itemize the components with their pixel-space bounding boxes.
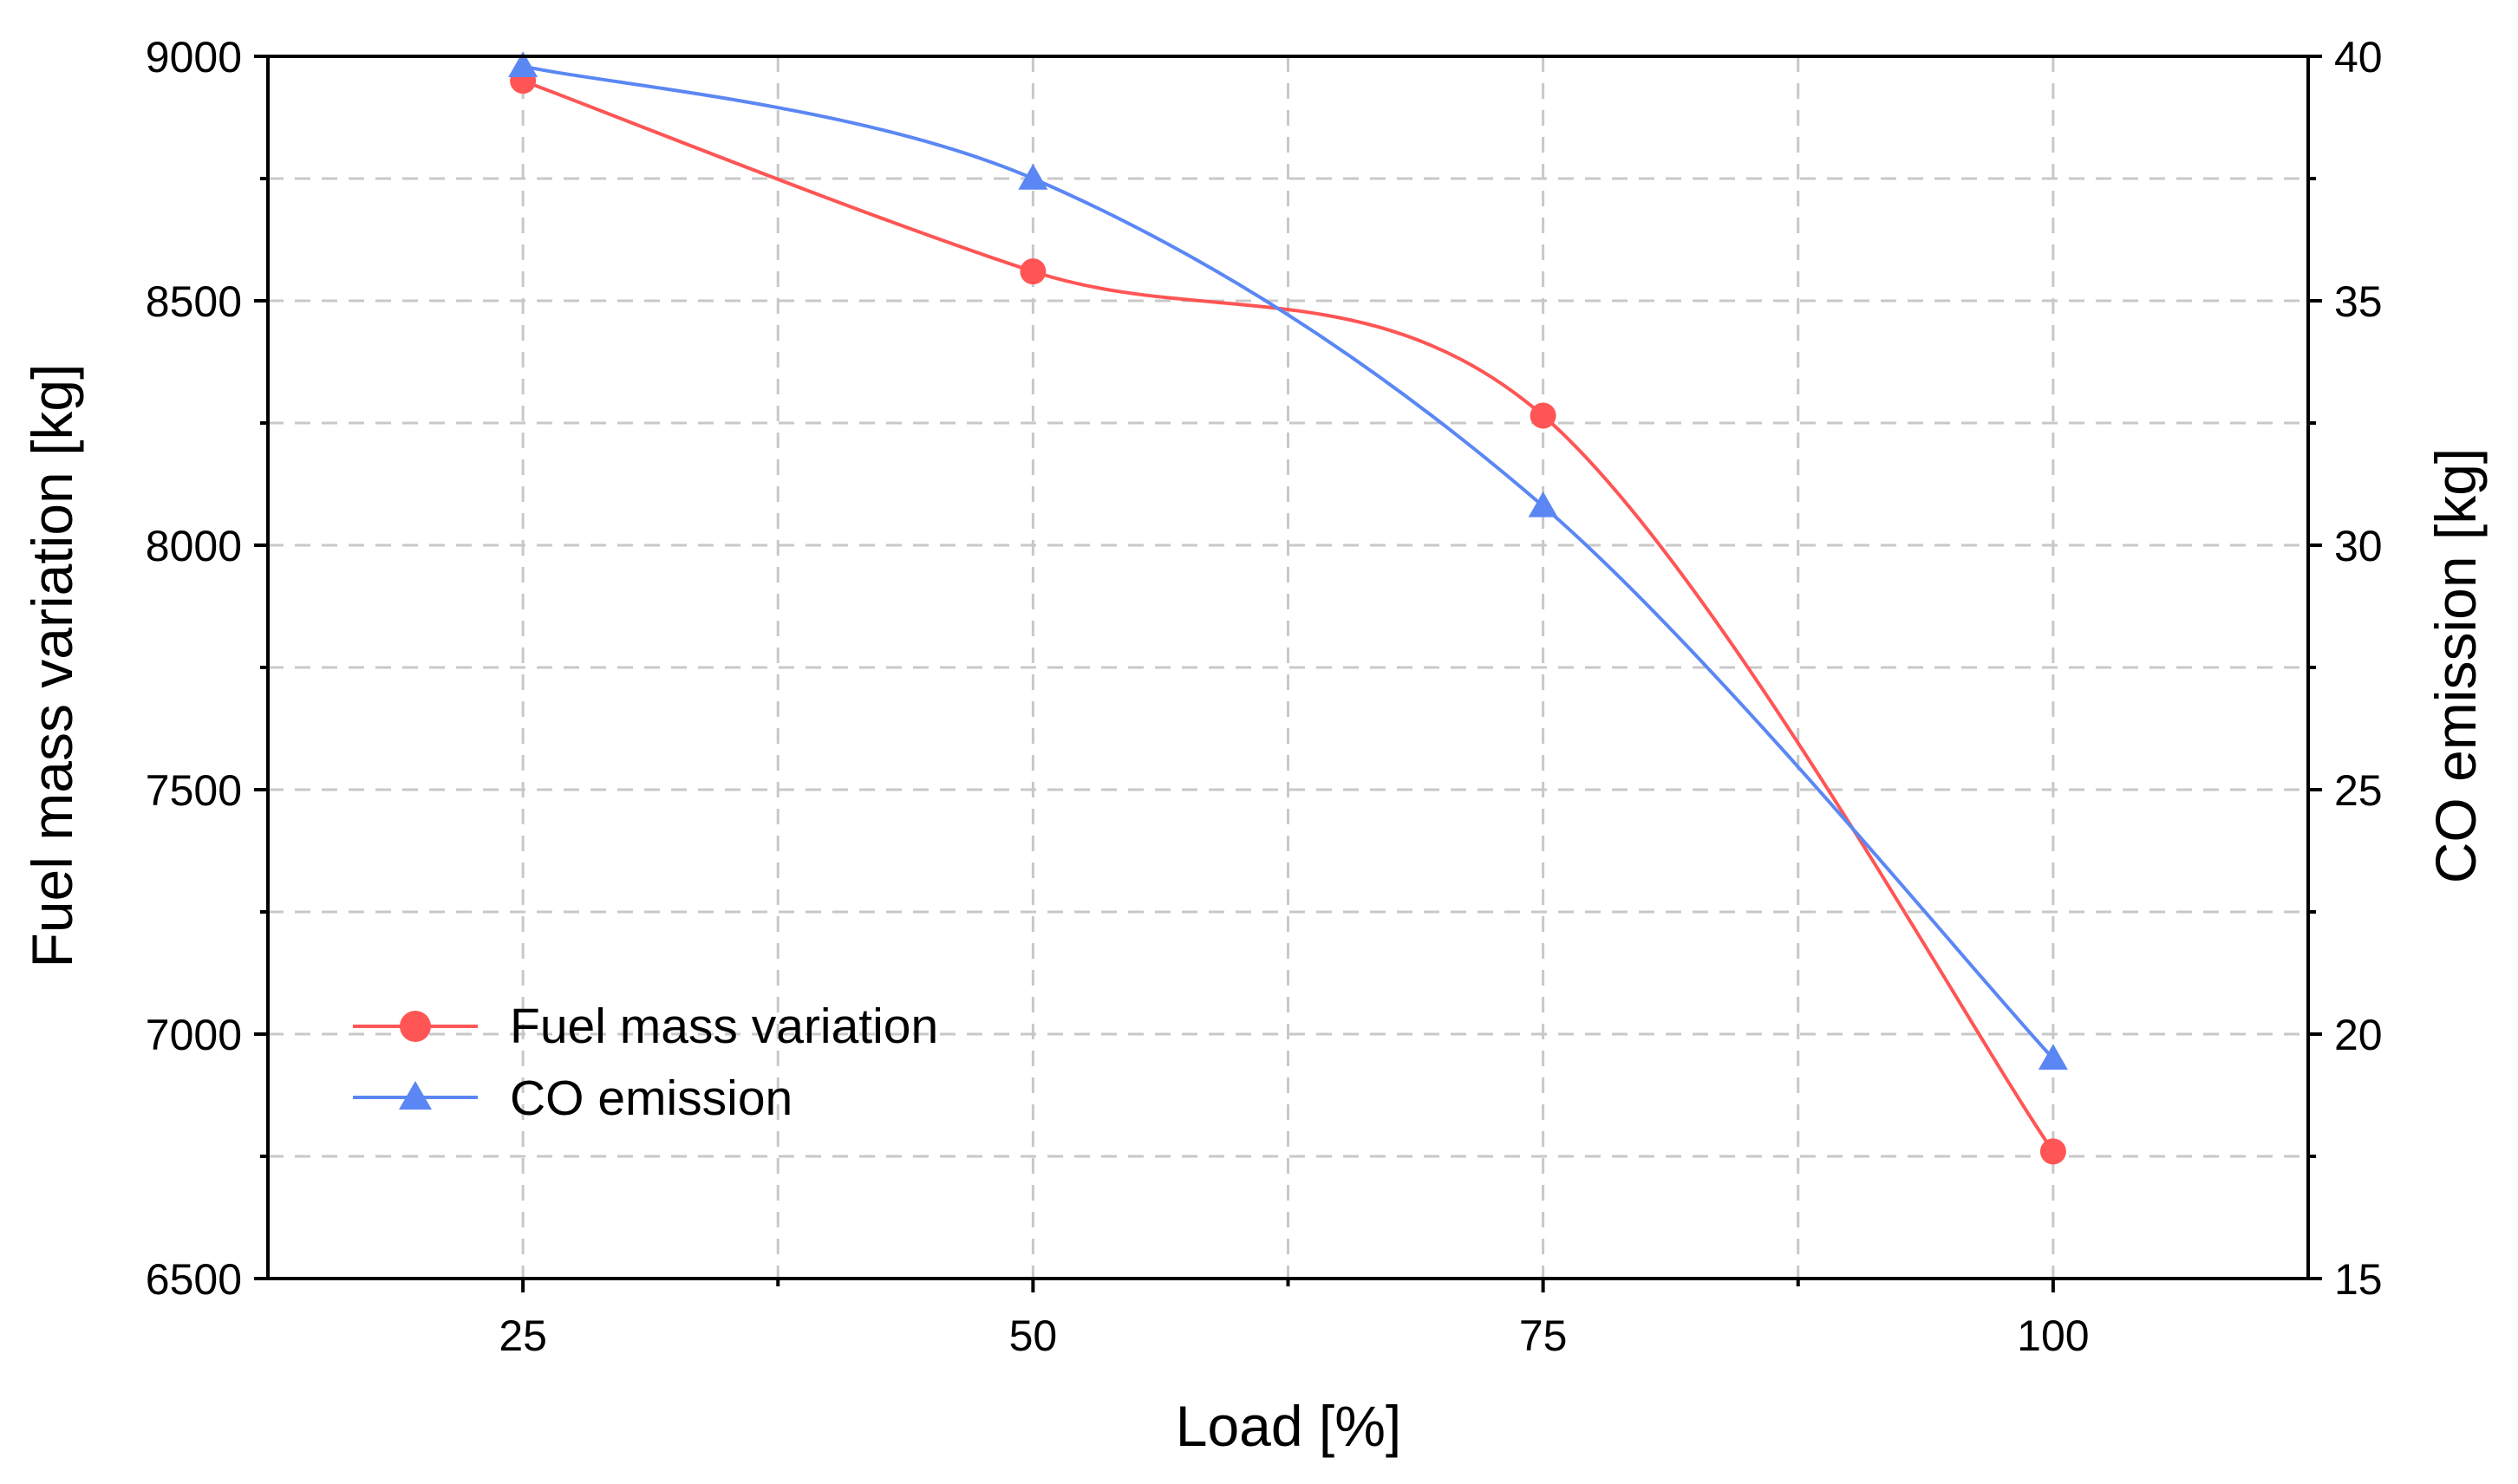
y-left-tick-label: 8000 <box>146 522 242 570</box>
y-left-axis-title: Fuel mass variation [kg] <box>20 364 84 968</box>
data-point-co-emission <box>1528 491 1558 517</box>
y-left-tick-label: 9000 <box>146 33 242 81</box>
y-left-tick-label: 8500 <box>146 277 242 326</box>
data-point-fuel-mass-variation <box>1530 402 1556 429</box>
x-tick-label: 100 <box>2017 1312 2089 1360</box>
y-right-tick-label: 40 <box>2334 33 2383 81</box>
y-right-tick-label: 15 <box>2334 1255 2383 1304</box>
y-left-tick-label: 7500 <box>146 766 242 815</box>
data-point-co-emission <box>1018 164 1048 190</box>
data-point-co-emission <box>508 51 538 78</box>
y-right-axis-title: CO emission [kg] <box>2423 448 2488 883</box>
series-line-co-emission <box>522 64 2055 1060</box>
tick-layer <box>254 55 2322 1292</box>
series-line-fuel-mass-variation <box>522 79 2055 1153</box>
legend-marker-co <box>399 1081 432 1110</box>
y-right-tick-label: 30 <box>2334 522 2383 570</box>
data-point-fuel-mass-variation <box>2039 1138 2066 1165</box>
y-right-tick-label: 35 <box>2334 277 2383 326</box>
y-right-tick-label: 25 <box>2334 766 2383 815</box>
x-axis-title: Load [%] <box>1176 1394 1402 1458</box>
y-right-tick-label: 20 <box>2334 1011 2383 1059</box>
x-tick-label: 75 <box>1519 1312 1568 1360</box>
legend: Fuel mass variation CO emission <box>353 999 938 1126</box>
label-layer: 25 50 75 100 6500 7000 7500 8000 8500 9000 15 20 25 3… <box>146 33 2383 1360</box>
legend-label-fuel: Fuel mass variation <box>510 999 938 1054</box>
y-left-tick-label: 6500 <box>146 1255 242 1304</box>
x-tick-label: 50 <box>1009 1312 1058 1360</box>
series-layer <box>508 51 2068 1165</box>
legend-label-co: CO emission <box>510 1071 793 1126</box>
x-tick-label: 25 <box>499 1312 547 1360</box>
data-point-fuel-mass-variation <box>1020 258 1047 285</box>
data-point-co-emission <box>2038 1044 2068 1070</box>
grid-layer <box>268 56 2308 1279</box>
legend-marker-fuel <box>400 1011 431 1042</box>
y-left-tick-label: 7000 <box>146 1011 242 1059</box>
